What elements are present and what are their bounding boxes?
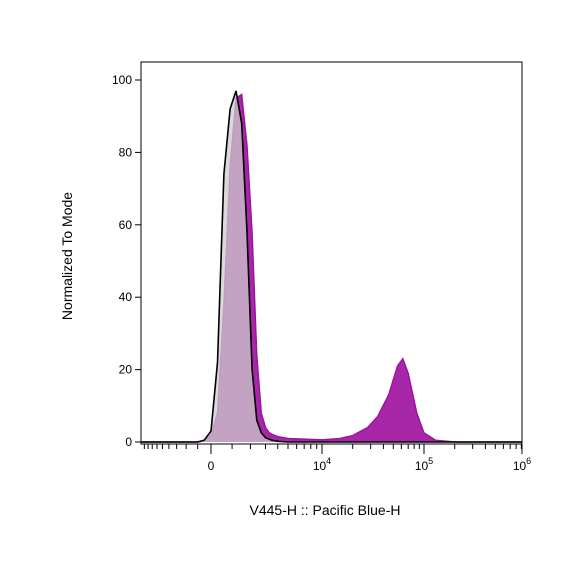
x-tick-label: 104 <box>313 456 331 473</box>
y-tick-label: 40 <box>119 290 133 304</box>
x-axis-title: V445-H :: Pacific Blue-H <box>250 502 401 518</box>
series-1-line <box>141 90 522 443</box>
series-1-area <box>141 90 522 443</box>
x-tick-label: 0 <box>208 459 215 473</box>
plot-frame <box>140 61 523 445</box>
y-tick-label: 60 <box>119 218 133 232</box>
series-layer <box>141 90 522 443</box>
x-tick-label: 105 <box>415 456 433 473</box>
y-tick-label: 0 <box>125 435 132 449</box>
y-tick-label: 100 <box>112 73 132 87</box>
series-0-area <box>141 94 522 442</box>
x-tick-label: 106 <box>513 456 531 473</box>
y-tick-label: 80 <box>119 145 133 159</box>
series-0-line <box>141 93 522 443</box>
tick-layer: 0 20 40 60 80 100 0 104 105 106 <box>112 73 531 473</box>
y-tick-label: 20 <box>119 363 133 377</box>
y-axis-title: Normalized To Mode <box>59 192 75 320</box>
